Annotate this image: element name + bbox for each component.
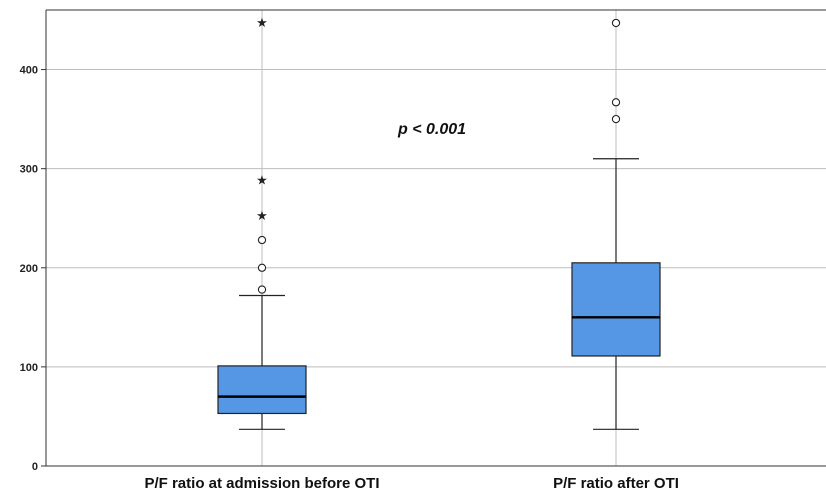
labels: 0 100 200 300 400 P/F ratio at admission befo… [20, 65, 679, 492]
y-tick-label: 100 [20, 362, 38, 374]
extreme-point: ★ [256, 209, 268, 224]
x-category-label: P/F ratio after OTI [553, 475, 679, 492]
gridlines [46, 10, 826, 466]
outlier-point [257, 285, 267, 294]
y-tick-label: 400 [20, 65, 38, 77]
outlier-point [611, 114, 621, 124]
outlier-point [257, 263, 267, 272]
iqr-box [217, 365, 307, 415]
y-tick-label: 200 [20, 263, 38, 275]
axes [41, 9, 826, 467]
y-tick-label: 300 [20, 164, 38, 176]
p-value-annotation: p < 0.001 [397, 121, 466, 138]
iqr-box [571, 262, 661, 357]
boxes: ★ ★ ★ [217, 16, 661, 430]
extreme-point: ★ [256, 16, 268, 31]
outlier-point [257, 235, 267, 245]
y-tick-label: 0 [32, 461, 38, 473]
outlier-point [611, 98, 621, 107]
extreme-point: ★ [256, 174, 268, 189]
x-category-label: P/F ratio at admission before OTI [144, 475, 379, 492]
outlier-point [611, 18, 621, 28]
